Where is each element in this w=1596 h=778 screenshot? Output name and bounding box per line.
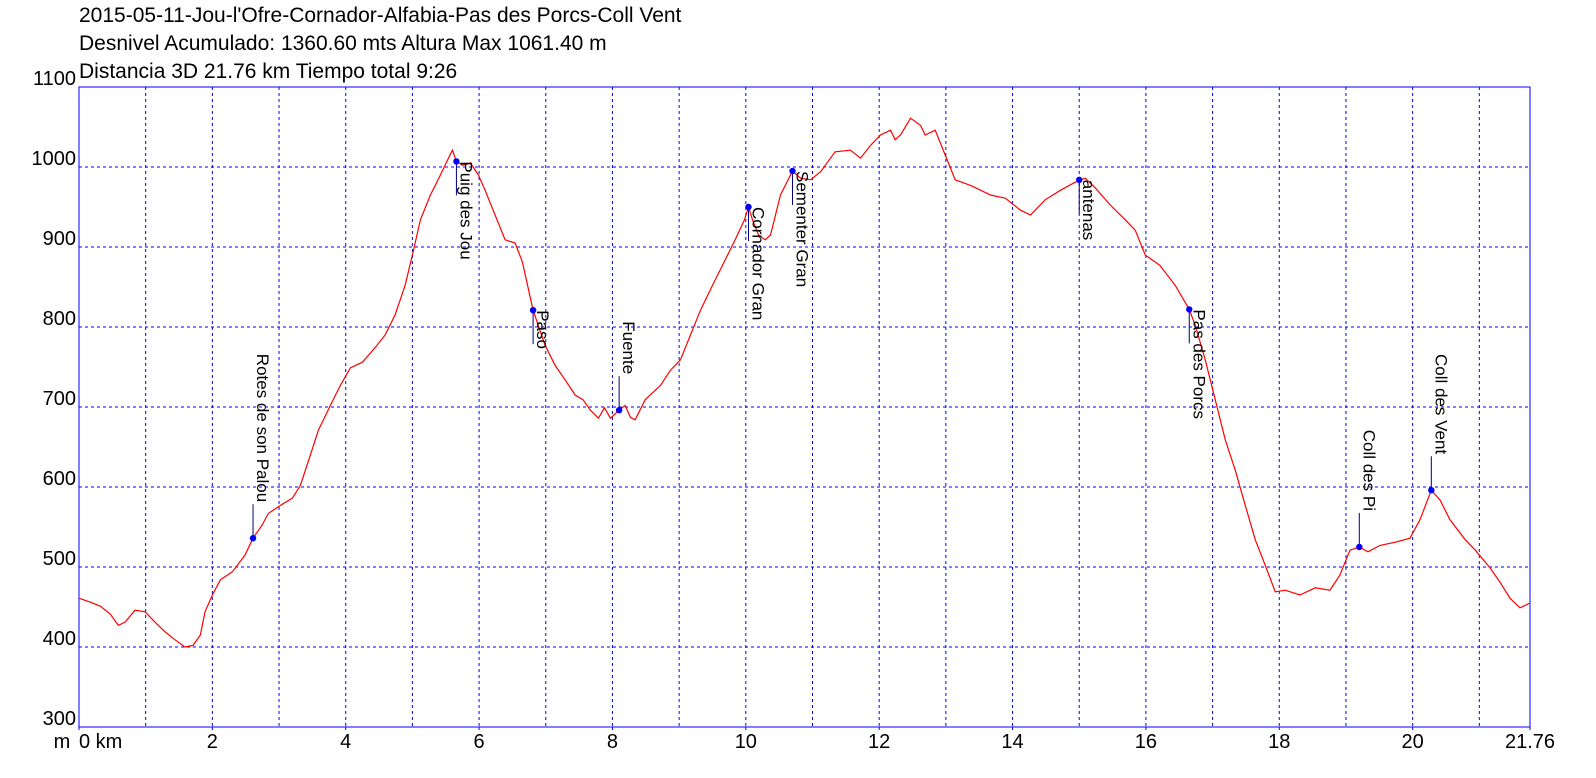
y-axis-label: m: [54, 731, 71, 753]
title-line: Distancia 3D 21.76 km Tiempo total 9:26: [79, 60, 457, 83]
x-tick-label: 20: [1402, 731, 1424, 753]
x-tick-label: 2: [207, 731, 218, 753]
title-line: Desnivel Acumulado: 1360.60 mts Altura M…: [79, 32, 607, 55]
annotation-label: Puig des Jou: [456, 161, 475, 259]
waypoint-marker: [1186, 306, 1193, 313]
y-tick-label: 1000: [32, 148, 77, 170]
waypoint-marker: [789, 167, 796, 175]
x-tick-label: 10: [735, 731, 757, 753]
x-tick-label: 14: [1001, 731, 1023, 753]
waypoint-marker: [529, 307, 537, 314]
annotation-label: Pas des Porcs: [1189, 309, 1208, 419]
annotation-label: antenas: [1079, 180, 1098, 241]
y-tick-label: 300: [43, 708, 76, 730]
annotation-label: Fuente: [619, 321, 638, 374]
y-tick-label: 900: [43, 228, 76, 250]
waypoint-marker: [745, 203, 752, 211]
waypoint-marker: [1356, 543, 1363, 551]
x-tick-label: 8: [607, 731, 618, 753]
x-tick-label: 4: [340, 731, 351, 753]
y-tick-label: 700: [43, 388, 76, 410]
y-tick-label: 800: [43, 308, 76, 330]
waypoint-marker: [1428, 487, 1435, 494]
y-tick-label: 500: [43, 548, 76, 570]
y-tick-label: 600: [43, 468, 76, 490]
annotation-label: Coll des Vent: [1431, 354, 1450, 454]
annotation-label: Paso: [533, 310, 552, 349]
plot-frame: [78, 86, 1531, 728]
annotation-label: Cornador Gran: [748, 207, 767, 320]
waypoint-marker: [1076, 176, 1083, 183]
waypoint-marker: [615, 407, 623, 414]
x-tick-label: 12: [868, 731, 890, 753]
x-tick-label: 16: [1135, 731, 1157, 753]
annotation-label: Sementer Gran: [792, 171, 811, 287]
annotation-label: Coll des Pi: [1359, 430, 1378, 511]
x-tick-label: 0 km: [79, 731, 122, 753]
annotation-label: Rotes de son Palou: [253, 354, 272, 502]
x-tick-label: 6: [474, 731, 485, 753]
y-tick-label: 400: [43, 628, 76, 650]
y-tick-label: 1100: [33, 68, 76, 90]
waypoint-marker: [249, 535, 257, 542]
elevation-line: [78, 117, 1531, 648]
waypoint-marker: [453, 158, 460, 165]
x-tick-label: 18: [1268, 731, 1290, 753]
title-line: 2015-05-11-Jou-l'Ofre-Cornador-Alfabia-P…: [79, 4, 682, 27]
x-tick-label: 21.76: [1505, 731, 1555, 753]
